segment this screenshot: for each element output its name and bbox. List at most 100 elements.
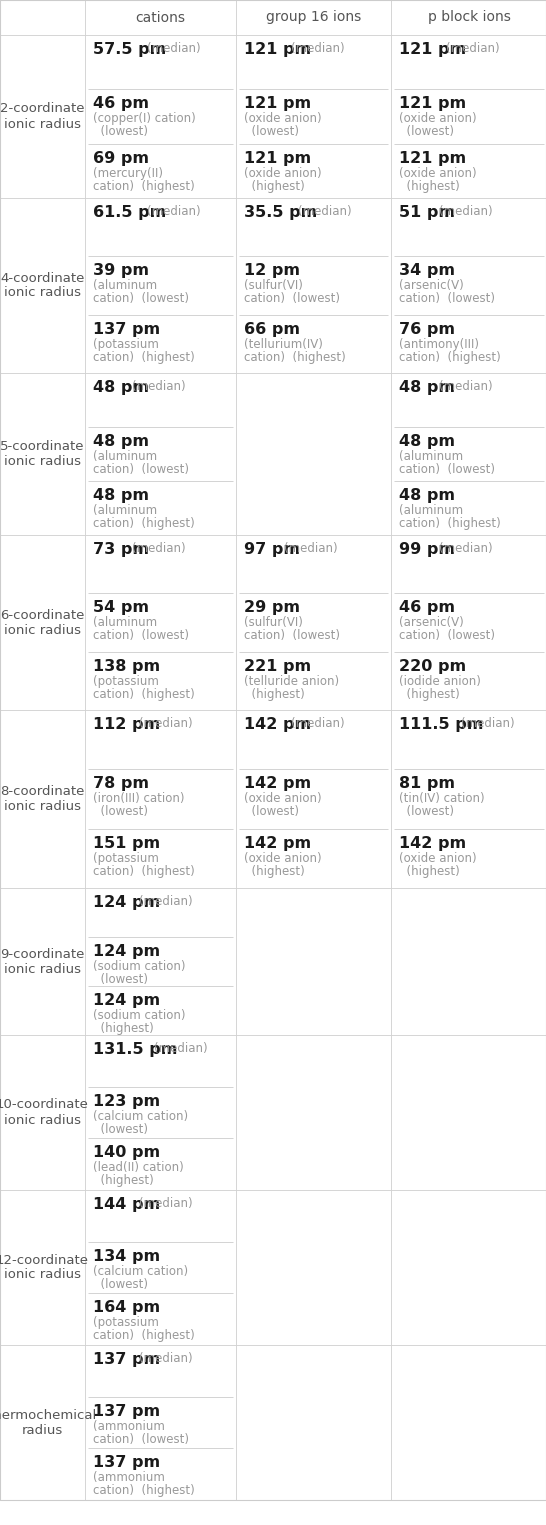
Text: cation)  (lowest): cation) (lowest) xyxy=(400,464,495,476)
Bar xyxy=(85,35,236,198)
Text: (median): (median) xyxy=(439,204,492,218)
Text: (lowest): (lowest) xyxy=(93,1122,147,1136)
Text: cation)  (lowest): cation) (lowest) xyxy=(93,630,188,642)
Text: (median): (median) xyxy=(132,380,186,393)
Text: 137 pm: 137 pm xyxy=(93,1353,160,1366)
Bar xyxy=(236,1190,391,1345)
Bar xyxy=(85,1190,236,1345)
Text: (lowest): (lowest) xyxy=(93,1278,147,1290)
Text: (median): (median) xyxy=(146,43,200,55)
Text: (median): (median) xyxy=(146,204,200,218)
Text: 66 pm: 66 pm xyxy=(245,322,300,337)
Bar xyxy=(85,535,236,711)
Text: (median): (median) xyxy=(460,717,514,730)
Text: (median): (median) xyxy=(139,717,193,730)
Text: 121 pm: 121 pm xyxy=(400,43,467,56)
Text: 142 pm: 142 pm xyxy=(400,836,467,851)
Text: 39 pm: 39 pm xyxy=(93,264,149,279)
Text: 35.5 pm: 35.5 pm xyxy=(245,204,318,220)
Text: 51 pm: 51 pm xyxy=(400,204,455,220)
Text: (highest): (highest) xyxy=(400,688,460,700)
Text: (calcium cation): (calcium cation) xyxy=(93,1110,188,1122)
Bar xyxy=(236,1345,391,1501)
Text: (sodium cation): (sodium cation) xyxy=(93,1010,185,1022)
Bar xyxy=(0,711,85,888)
Text: cation)  (lowest): cation) (lowest) xyxy=(93,293,188,305)
Text: (highest): (highest) xyxy=(245,688,305,700)
Text: (aluminum: (aluminum xyxy=(93,505,157,517)
Text: (lowest): (lowest) xyxy=(93,805,147,819)
Text: (oxide anion): (oxide anion) xyxy=(400,852,477,865)
Bar xyxy=(85,711,236,888)
Text: 138 pm: 138 pm xyxy=(93,659,160,674)
Text: 221 pm: 221 pm xyxy=(245,659,312,674)
Text: 9-coordinate
ionic radius: 9-coordinate ionic radius xyxy=(0,947,85,976)
Text: cation)  (lowest): cation) (lowest) xyxy=(93,464,188,476)
Text: (median): (median) xyxy=(298,204,352,218)
Text: 4-coordinate
ionic radius: 4-coordinate ionic radius xyxy=(0,271,85,299)
Text: 137 pm: 137 pm xyxy=(93,1403,160,1418)
Text: cation)  (lowest): cation) (lowest) xyxy=(245,293,340,305)
Text: (aluminum: (aluminum xyxy=(400,450,464,464)
Bar xyxy=(236,0,391,35)
Text: (tin(IV) cation): (tin(IV) cation) xyxy=(400,793,485,805)
Text: 121 pm: 121 pm xyxy=(245,43,312,56)
Text: 48 pm: 48 pm xyxy=(400,488,455,503)
Text: p block ions: p block ions xyxy=(428,11,511,24)
Text: 111.5 pm: 111.5 pm xyxy=(400,717,484,732)
Text: (highest): (highest) xyxy=(245,865,305,877)
Text: (potassium: (potassium xyxy=(93,674,158,688)
Text: 54 pm: 54 pm xyxy=(93,601,149,615)
Text: cation)  (highest): cation) (highest) xyxy=(93,1484,194,1498)
Text: (sodium cation): (sodium cation) xyxy=(93,961,185,973)
Text: cation)  (lowest): cation) (lowest) xyxy=(400,293,495,305)
Bar xyxy=(236,198,391,374)
Text: 48 pm: 48 pm xyxy=(93,488,149,503)
Text: 46 pm: 46 pm xyxy=(93,96,149,111)
Text: 142 pm: 142 pm xyxy=(245,717,312,732)
Text: (potassium: (potassium xyxy=(93,1316,158,1330)
Text: (highest): (highest) xyxy=(93,1174,153,1186)
Text: (calcium cation): (calcium cation) xyxy=(93,1264,188,1278)
Text: 6-coordinate
ionic radius: 6-coordinate ionic radius xyxy=(0,608,85,636)
Text: cation)  (lowest): cation) (lowest) xyxy=(400,630,495,642)
Text: (arsenic(V): (arsenic(V) xyxy=(400,616,464,630)
Text: (iron(III) cation): (iron(III) cation) xyxy=(93,793,184,805)
Text: 151 pm: 151 pm xyxy=(93,836,160,851)
Text: (lowest): (lowest) xyxy=(245,125,299,139)
Text: (highest): (highest) xyxy=(93,1022,153,1035)
Bar xyxy=(236,535,391,711)
Text: (aluminum: (aluminum xyxy=(93,616,157,630)
Bar xyxy=(391,1190,546,1345)
Text: 121 pm: 121 pm xyxy=(245,96,312,111)
Text: 99 pm: 99 pm xyxy=(400,541,455,557)
Bar xyxy=(0,535,85,711)
Text: 61.5 pm: 61.5 pm xyxy=(93,204,166,220)
Text: (highest): (highest) xyxy=(400,865,460,877)
Text: 73 pm: 73 pm xyxy=(93,541,149,557)
Text: cation)  (highest): cation) (highest) xyxy=(245,351,346,363)
Text: 48 pm: 48 pm xyxy=(93,380,149,395)
Text: (lowest): (lowest) xyxy=(400,125,454,139)
Text: (lead(II) cation): (lead(II) cation) xyxy=(93,1162,183,1174)
Text: 164 pm: 164 pm xyxy=(93,1301,160,1316)
Text: cation)  (highest): cation) (highest) xyxy=(93,1330,194,1342)
Text: 48 pm: 48 pm xyxy=(400,435,455,448)
Text: 78 pm: 78 pm xyxy=(93,776,149,791)
Text: 124 pm: 124 pm xyxy=(93,993,160,1008)
Bar xyxy=(236,888,391,1035)
Bar xyxy=(0,888,85,1035)
Text: 142 pm: 142 pm xyxy=(245,776,312,791)
Text: (median): (median) xyxy=(439,380,492,393)
Text: 69 pm: 69 pm xyxy=(93,151,149,166)
Text: 123 pm: 123 pm xyxy=(93,1093,160,1109)
Text: (oxide anion): (oxide anion) xyxy=(400,113,477,125)
Text: (lowest): (lowest) xyxy=(93,973,147,985)
Text: cations: cations xyxy=(135,11,186,24)
Bar xyxy=(85,374,236,535)
Bar xyxy=(85,1035,236,1190)
Bar xyxy=(0,0,85,35)
Text: 48 pm: 48 pm xyxy=(93,435,149,448)
Text: (telluride anion): (telluride anion) xyxy=(245,674,340,688)
Bar xyxy=(0,1190,85,1345)
